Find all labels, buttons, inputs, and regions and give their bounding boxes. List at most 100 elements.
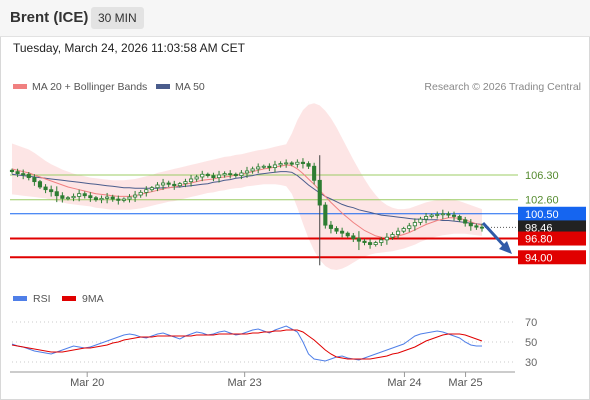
interval-badge[interactable]: 30 MIN bbox=[91, 7, 144, 29]
support-label-box bbox=[518, 250, 586, 265]
candle bbox=[479, 226, 485, 229]
candle bbox=[93, 197, 98, 201]
candle bbox=[272, 164, 278, 168]
rsi-legend-label: RSI bbox=[33, 293, 51, 305]
support-label: 96.80 bbox=[525, 234, 553, 246]
candle bbox=[362, 240, 367, 243]
candle bbox=[356, 238, 361, 242]
time-axis: Mar 20 Mar 23 Mar 24 Mar 25 bbox=[10, 371, 515, 389]
candle bbox=[418, 218, 423, 223]
bollinger-band bbox=[12, 103, 482, 270]
candle bbox=[250, 168, 255, 172]
candle bbox=[233, 173, 238, 177]
candle bbox=[166, 182, 171, 185]
candle bbox=[401, 228, 406, 232]
candle bbox=[468, 222, 473, 227]
candle bbox=[446, 213, 451, 216]
candle bbox=[379, 239, 384, 243]
candle bbox=[373, 242, 378, 245]
candle bbox=[407, 225, 412, 229]
ma20-legend-label: MA 20 + Bollinger Bands bbox=[32, 81, 147, 93]
resistance-label: 102.60 bbox=[525, 195, 559, 207]
candle bbox=[65, 197, 71, 200]
copyright: Research © 2026 Trading Central bbox=[424, 81, 581, 93]
time-tick-label: Mar 20 bbox=[70, 377, 104, 389]
candle bbox=[110, 196, 115, 200]
instrument-title: Brent (ICE) bbox=[10, 9, 89, 26]
candle bbox=[328, 224, 333, 229]
rsi-ma-legend-label: 9MA bbox=[82, 293, 104, 305]
candle bbox=[295, 161, 300, 165]
candle bbox=[127, 196, 132, 200]
time-tick-label: Mar 25 bbox=[448, 377, 482, 389]
candle bbox=[312, 165, 317, 181]
ma50-legend-label: MA 50 bbox=[175, 81, 205, 93]
candle bbox=[244, 170, 250, 174]
candle bbox=[396, 230, 401, 235]
ma20-legend-swatch bbox=[13, 84, 27, 89]
candle bbox=[390, 234, 395, 238]
candle bbox=[194, 176, 199, 180]
last-label: 98.46 bbox=[525, 222, 553, 234]
rsi-ma-legend-swatch bbox=[62, 296, 76, 301]
candle bbox=[200, 173, 205, 178]
candle bbox=[149, 187, 154, 191]
candle bbox=[340, 230, 345, 234]
last-label-box bbox=[518, 220, 586, 235]
support-label: 94.00 bbox=[525, 252, 553, 264]
candle bbox=[284, 162, 289, 165]
candle bbox=[9, 169, 15, 173]
candle bbox=[368, 242, 373, 245]
timestamp: Tuesday, March 24, 2026 11:03:58 AM CET bbox=[13, 41, 245, 55]
candle bbox=[239, 172, 244, 177]
candle bbox=[457, 216, 462, 221]
candle bbox=[306, 163, 311, 167]
pivot-label-box bbox=[518, 206, 586, 221]
candle bbox=[177, 183, 182, 187]
candle bbox=[412, 222, 417, 227]
rsi-tick-label: 50 bbox=[525, 337, 537, 349]
support-label-box bbox=[518, 231, 586, 246]
candle bbox=[99, 197, 104, 201]
header-bar: Brent (ICE) 30 MIN bbox=[0, 0, 590, 37]
candle bbox=[278, 163, 283, 166]
candle bbox=[188, 178, 194, 183]
candle bbox=[384, 236, 389, 241]
candle bbox=[267, 165, 272, 168]
candle bbox=[105, 196, 110, 199]
candle bbox=[77, 193, 82, 197]
candle bbox=[345, 232, 350, 237]
candle bbox=[463, 219, 468, 224]
rsi-legend-swatch bbox=[13, 296, 27, 301]
candle bbox=[334, 228, 339, 232]
candle bbox=[222, 173, 227, 176]
candle bbox=[435, 214, 440, 216]
candle bbox=[15, 171, 20, 175]
pivot-label: 100.50 bbox=[525, 209, 559, 221]
candle bbox=[256, 166, 261, 170]
candle bbox=[261, 165, 266, 168]
candle bbox=[440, 213, 445, 216]
candle bbox=[54, 191, 59, 197]
candle bbox=[26, 173, 31, 179]
candle bbox=[155, 184, 160, 189]
candle bbox=[161, 182, 166, 186]
candle bbox=[183, 181, 188, 185]
forecast-arrow-head bbox=[499, 241, 512, 254]
candle bbox=[423, 216, 429, 220]
candle bbox=[216, 174, 222, 179]
rsi-tick-label: 30 bbox=[525, 357, 537, 369]
candle bbox=[71, 195, 76, 199]
candle bbox=[43, 186, 48, 191]
candle bbox=[133, 194, 138, 198]
candle bbox=[289, 162, 294, 165]
candle bbox=[144, 189, 149, 193]
candle bbox=[49, 189, 54, 193]
candle bbox=[351, 235, 356, 239]
candle bbox=[116, 198, 121, 201]
candle bbox=[60, 195, 65, 199]
rsi-plot-area: 70 50 30 bbox=[11, 317, 537, 369]
candle bbox=[451, 214, 457, 217]
